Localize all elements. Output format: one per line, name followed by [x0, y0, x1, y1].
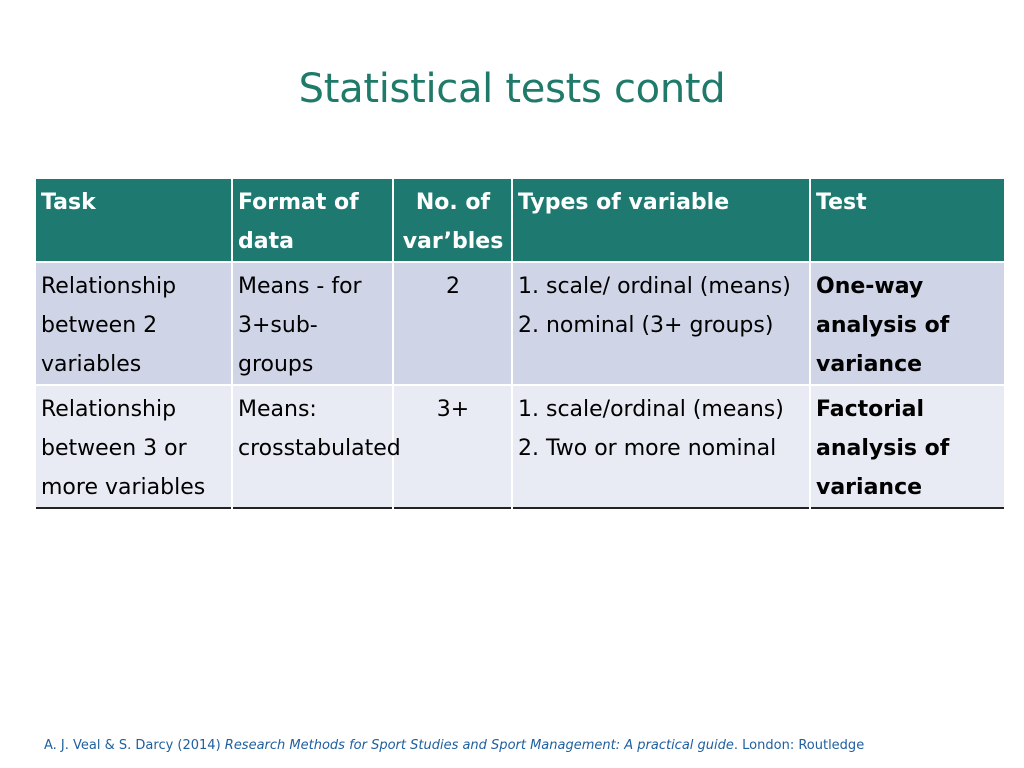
cell-types: 1. scale/ ordinal (means) 2. nominal (3+…: [512, 262, 811, 386]
table-row: Relationship between 3 or more variables…: [36, 385, 1004, 508]
cell-format: Means: crosstabulated: [232, 385, 401, 508]
header-task: Task: [36, 179, 233, 263]
types-item: 2. Two or more nominal: [518, 436, 777, 461]
cell-task: Relationship between 3 or more variables: [36, 385, 233, 508]
cell-num-vars: 2: [393, 262, 513, 386]
types-item: 1. scale/ordinal (means): [518, 397, 784, 422]
table-row: Relationship between 2 variables Means -…: [36, 262, 1004, 386]
cell-test: Factorial analysis of variance: [810, 385, 1004, 508]
cell-test: One-way analysis of variance: [810, 262, 1004, 386]
table-header-row: Task Format of data No. of var’bles Type…: [36, 179, 1004, 263]
citation-publisher: . London: Routledge: [733, 738, 865, 753]
cell-types: 1. scale/ordinal (means) 2. Two or more …: [512, 385, 811, 508]
slide-title: Statistical tests contd: [298, 66, 726, 112]
types-item: 1. scale/ ordinal (means): [518, 274, 791, 299]
cell-format: Means - for 3+sub-groups: [232, 262, 394, 386]
cell-num-vars: 3+: [393, 385, 513, 508]
citation: A. J. Veal & S. Darcy (2014) Research Me…: [44, 738, 864, 753]
cell-task: Relationship between 2 variables: [36, 262, 233, 386]
header-number-of-variables: No. of var’bles: [393, 179, 513, 263]
statistical-tests-table: Task Format of data No. of var’bles Type…: [36, 179, 1004, 509]
citation-authors: A. J. Veal & S. Darcy (2014): [44, 738, 225, 753]
header-test: Test: [810, 179, 1004, 263]
header-format-of-data: Format of data: [232, 179, 394, 263]
header-types-of-variable: Types of variable: [512, 179, 811, 263]
types-item: 2. nominal (3+ groups): [518, 313, 774, 338]
citation-book-title: Research Methods for Sport Studies and S…: [224, 738, 734, 753]
